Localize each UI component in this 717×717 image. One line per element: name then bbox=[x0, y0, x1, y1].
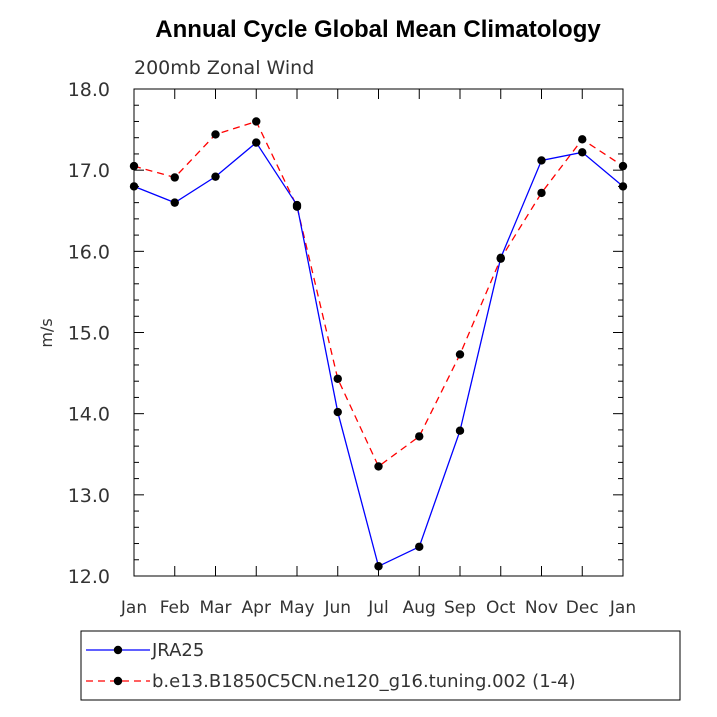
x-tick-label: Jan bbox=[609, 598, 636, 618]
data-point-series-2 bbox=[537, 188, 546, 198]
x-tick-label: Feb bbox=[160, 598, 190, 618]
data-point-series-2 bbox=[578, 135, 587, 144]
data-point-series-1 bbox=[292, 200, 302, 210]
data-point-series-1 bbox=[578, 148, 587, 157]
data-point-series-1 bbox=[374, 562, 383, 571]
data-point-series-2 bbox=[374, 462, 383, 471]
x-tick-label: Apr bbox=[242, 598, 271, 618]
data-point-series-1 bbox=[333, 407, 342, 417]
y-tick-label: 17.0 bbox=[68, 160, 110, 182]
series-line-2 bbox=[133, 120, 624, 468]
x-tick-label: Dec bbox=[566, 598, 599, 618]
x-tick-label: Aug bbox=[403, 598, 436, 618]
legend-marker-2 bbox=[113, 676, 123, 686]
x-tick-label: Jul bbox=[367, 598, 389, 618]
legend-box bbox=[80, 630, 681, 701]
data-point-series-2 bbox=[455, 350, 465, 359]
x-tick-label: Mar bbox=[199, 598, 231, 618]
chart-subtitle: 200mb Zonal Wind bbox=[134, 57, 314, 79]
legend-label-2: b.e13.B1850C5CN.ne120_g16.tuning.002 (1-… bbox=[152, 671, 576, 692]
data-point-series-2 bbox=[415, 432, 424, 441]
y-tick-label: 14.0 bbox=[68, 404, 110, 426]
data-point-series-2 bbox=[129, 161, 139, 171]
x-tick-label: Jun bbox=[323, 598, 351, 618]
x-tick-label: Oct bbox=[486, 598, 516, 618]
y-tick-label: 12.0 bbox=[68, 566, 110, 588]
series-line-1 bbox=[133, 141, 624, 568]
data-point-series-1 bbox=[496, 253, 505, 263]
data-point-series-2 bbox=[252, 117, 261, 126]
y-tick-label: 18.0 bbox=[68, 79, 110, 101]
data-point-series-1 bbox=[415, 542, 424, 551]
data-point-series-1 bbox=[618, 182, 628, 191]
data-point-series-1 bbox=[170, 198, 179, 207]
y-axis-label: m/s bbox=[37, 318, 56, 347]
data-point-series-2 bbox=[170, 173, 179, 182]
data-point-series-2 bbox=[211, 130, 220, 139]
x-tick-label: Jan bbox=[120, 598, 147, 618]
data-point-series-1 bbox=[211, 172, 220, 181]
chart-title: Annual Cycle Global Mean Climatology bbox=[155, 16, 601, 43]
legend-label-1: JRA25 bbox=[151, 640, 204, 661]
data-point-series-1 bbox=[129, 182, 139, 191]
x-tick-label: May bbox=[279, 598, 314, 618]
x-tick-label: Sep bbox=[444, 598, 476, 618]
legend-marker-1 bbox=[113, 645, 123, 655]
x-tick-label: Nov bbox=[525, 598, 558, 618]
data-point-series-2 bbox=[333, 374, 342, 383]
data-point-series-1 bbox=[537, 156, 546, 165]
plot-frame bbox=[133, 88, 624, 577]
y-tick-label: 16.0 bbox=[68, 241, 110, 263]
data-point-series-1 bbox=[252, 138, 261, 147]
y-tick-label: 13.0 bbox=[68, 485, 110, 507]
data-point-series-1 bbox=[455, 426, 465, 435]
y-tick-label: 15.0 bbox=[68, 323, 110, 345]
data-point-series-2 bbox=[618, 161, 628, 171]
